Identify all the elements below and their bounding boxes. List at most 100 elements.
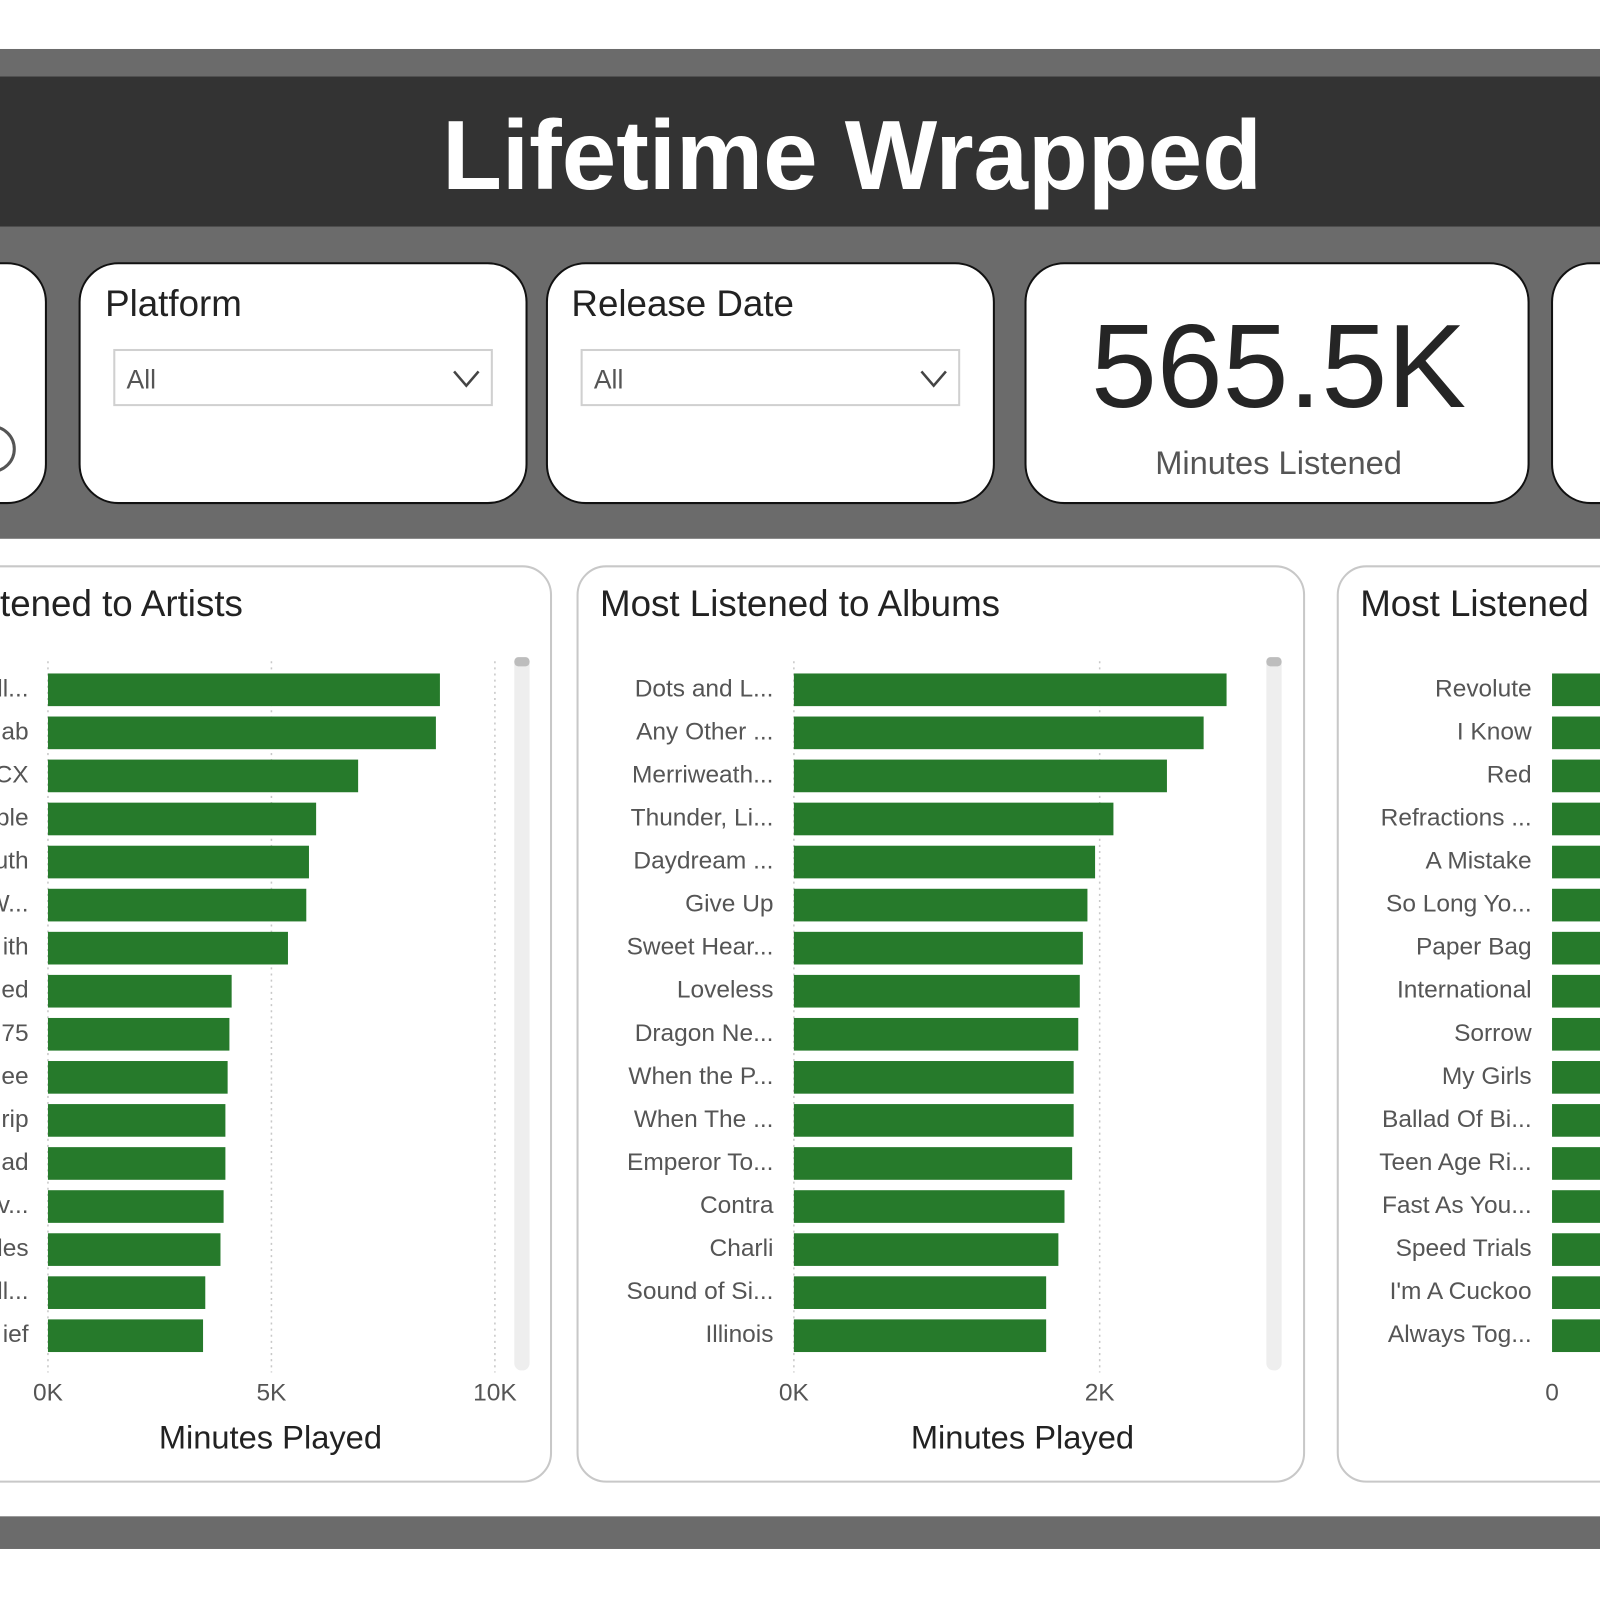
category-label: Give Up — [685, 891, 773, 918]
dropdown[interactable] — [580, 348, 961, 407]
bar — [47, 1190, 224, 1223]
category-label: Speed Trials — [1396, 1235, 1532, 1262]
category-label: ple — [0, 804, 29, 831]
bar — [793, 1017, 1079, 1051]
category-label: Fast As You... — [1382, 1192, 1532, 1219]
x-tick-label: 0K — [33, 1379, 64, 1406]
bar-clipped — [1552, 759, 1600, 793]
category-label: Sorrow — [1454, 1020, 1532, 1047]
category-label: Sound of Si... — [627, 1278, 774, 1305]
category-label: Always Tog... — [1388, 1321, 1532, 1348]
category-label: ith — [3, 934, 29, 961]
chart-title: Most Listened to Albums — [600, 583, 1000, 624]
bar — [793, 931, 1083, 965]
bar-clipped — [1552, 673, 1600, 707]
bar-clipped — [1552, 931, 1600, 965]
x-axis-title: Minutes Played — [911, 1418, 1134, 1455]
title-bar — [0, 76, 1600, 227]
category-label: A Mistake — [1426, 848, 1532, 875]
scroll-thumb[interactable] — [1266, 657, 1282, 667]
chevron — [920, 370, 947, 388]
category-label: Teen Age Ri... — [1379, 1149, 1531, 1176]
category-label: 75 — [1, 1020, 28, 1047]
dashboard-title: Lifetime Wrapped — [442, 100, 1262, 210]
bar — [47, 673, 440, 707]
category-label: v... — [0, 1192, 29, 1219]
bar — [793, 1319, 1047, 1353]
category-label: Dragon Ne... — [635, 1020, 774, 1047]
category-label: I'm A Cuckoo — [1390, 1278, 1532, 1305]
category-label: ab — [1, 718, 28, 745]
kpi-label: Minutes Listened — [1155, 444, 1402, 481]
bar — [47, 931, 288, 965]
bar — [47, 1276, 206, 1309]
bar — [47, 716, 436, 750]
bar — [47, 1233, 221, 1266]
bar-clipped — [1552, 1190, 1600, 1223]
scrollbar[interactable] — [1266, 658, 1282, 1371]
bar — [793, 1276, 1047, 1309]
category-label: Loveless — [677, 977, 774, 1004]
bar-clipped — [1552, 1017, 1600, 1051]
bar — [47, 845, 309, 879]
bar — [47, 802, 317, 836]
bar-clipped — [1552, 845, 1600, 879]
bar — [793, 1104, 1074, 1137]
category-label: ed — [1, 977, 28, 1004]
bar — [793, 716, 1204, 750]
bar-clipped — [1552, 1061, 1600, 1094]
bar — [793, 1147, 1073, 1180]
bar — [793, 1190, 1065, 1223]
category-label: Paper Bag — [1416, 934, 1532, 961]
kpi-card — [1024, 262, 1530, 505]
category-label: Refractions ... — [1381, 804, 1532, 831]
chart-panel — [1336, 565, 1600, 1483]
category-label: So Long Yo... — [1386, 891, 1532, 918]
scrollbar[interactable] — [514, 658, 530, 1371]
category-label: Any Other ... — [636, 718, 773, 745]
scroll-thumb[interactable] — [514, 657, 530, 667]
category-label: uth — [0, 848, 29, 875]
category-label: W... — [0, 891, 29, 918]
dropdown[interactable] — [113, 348, 493, 407]
bar — [47, 974, 232, 1008]
chevron — [453, 370, 480, 388]
bar — [47, 888, 307, 922]
category-label: I Know — [1457, 718, 1532, 745]
category-label: When the P... — [628, 1063, 773, 1090]
category-label: Red — [1487, 761, 1532, 788]
category-label: Sweet Hear... — [627, 934, 774, 961]
category-label: ll... — [0, 1278, 29, 1305]
bar — [793, 802, 1114, 836]
category-label: Charli — [710, 1235, 774, 1262]
dropdown-value: All — [127, 365, 156, 395]
bar — [47, 1061, 228, 1094]
category-label: Daydream ... — [633, 848, 773, 875]
category-label: Ballad Of Bi... — [1382, 1106, 1532, 1133]
bar — [793, 974, 1080, 1008]
chart-title: Most Listened — [1360, 583, 1589, 624]
card-partial — [0, 262, 47, 505]
bar — [793, 759, 1167, 793]
filter-label: Platform — [105, 283, 242, 324]
bar-clipped — [1552, 888, 1600, 922]
category-label: rip — [1, 1106, 28, 1133]
bar-clipped — [1552, 1276, 1600, 1309]
category-label: Revolute — [1435, 675, 1532, 702]
chart-title: tened to Artists — [0, 583, 243, 624]
bar — [793, 673, 1227, 707]
card-partial — [1551, 262, 1600, 505]
filter-label: Release Date — [571, 283, 793, 324]
bar — [47, 1147, 226, 1180]
toggle-icon[interactable] — [0, 426, 16, 472]
bar-clipped — [1552, 1147, 1600, 1180]
category-label: International — [1397, 977, 1532, 1004]
category-label: ief — [3, 1321, 29, 1348]
x-axis-title: Minutes Played — [159, 1418, 382, 1455]
bar-clipped — [1552, 802, 1600, 836]
category-label: lee — [0, 1063, 29, 1090]
kpi-value: 565.5K — [1091, 301, 1466, 433]
x-tick-label: 0K — [779, 1379, 810, 1406]
